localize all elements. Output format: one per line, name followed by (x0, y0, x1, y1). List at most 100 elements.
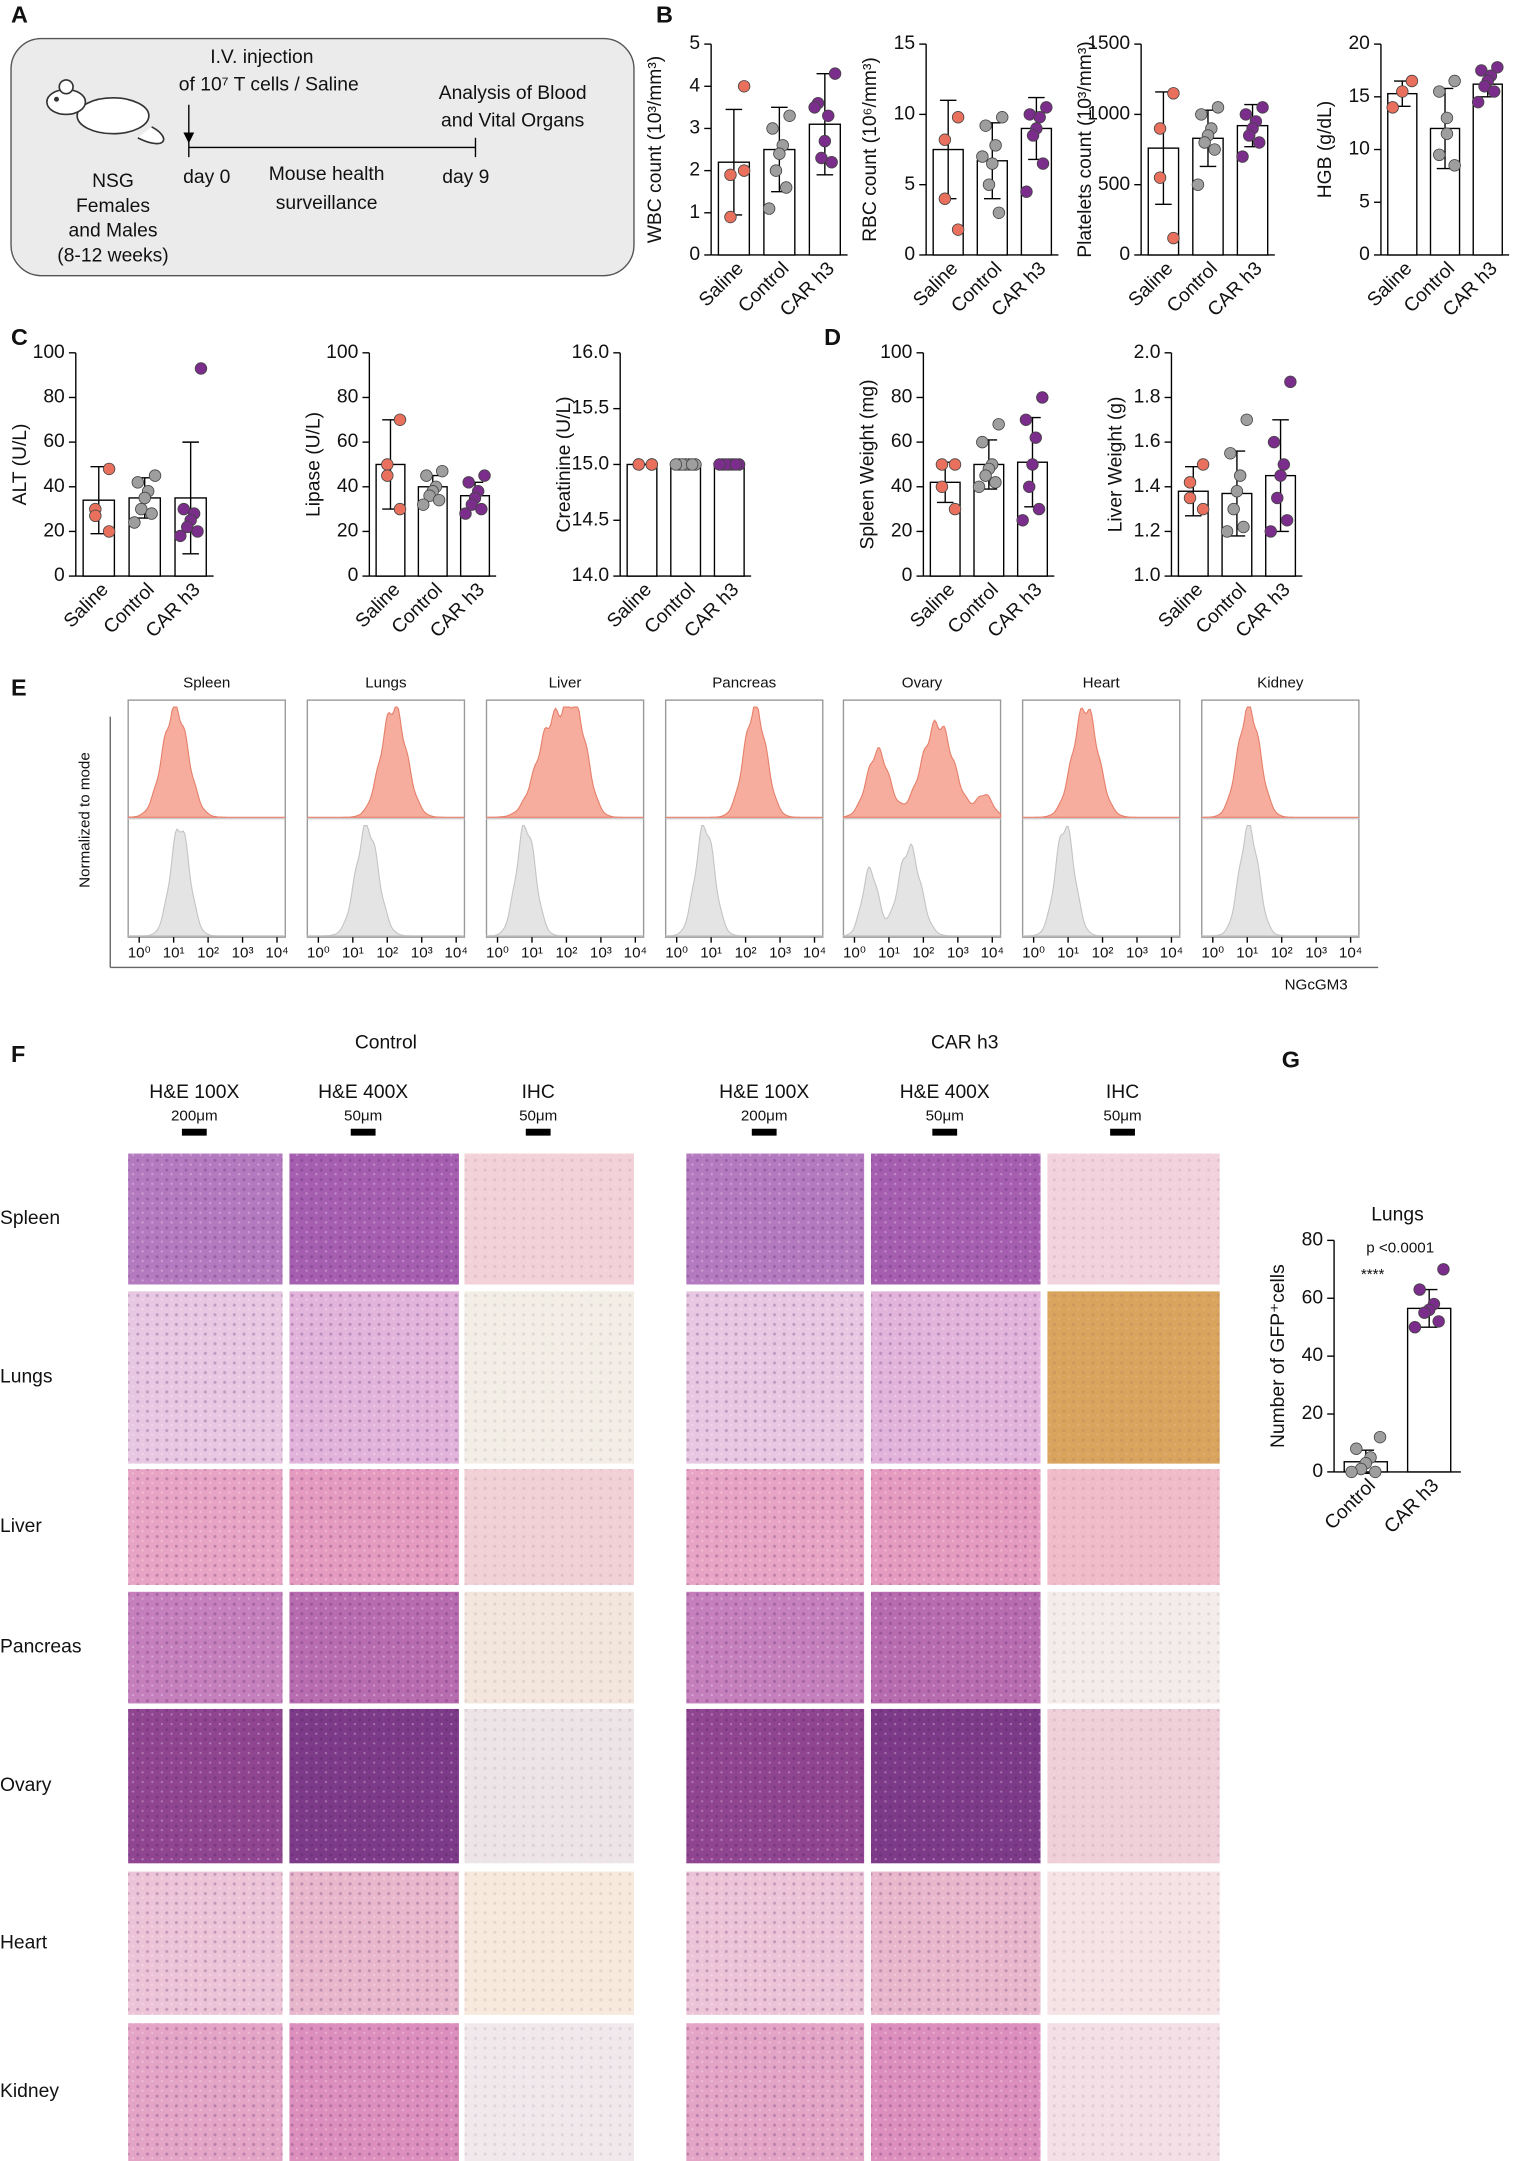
data-point (1033, 111, 1046, 124)
data-point (1408, 1320, 1422, 1334)
y-axis-label: WBC count (10³/mm³) (645, 56, 666, 243)
schematic-text: NSG (92, 171, 134, 192)
data-point (1418, 1306, 1431, 1319)
data-point (724, 168, 737, 182)
scale-label: 200μm (171, 1107, 218, 1124)
y-tick-label: 15.0 (572, 454, 610, 475)
histology-texture (464, 1708, 634, 1864)
data-point (1478, 80, 1491, 93)
data-point (992, 206, 1006, 219)
histology-texture (128, 1708, 283, 1864)
schematic-text: I.V. injection (210, 47, 313, 68)
data-point (1242, 129, 1256, 142)
y-tick-label: 1500 (1087, 33, 1130, 54)
data-point (769, 164, 783, 177)
data-point (420, 469, 433, 482)
data-point (436, 464, 449, 478)
histology-texture (1047, 1291, 1220, 1464)
histology-texture (1047, 1871, 1220, 2015)
y-tick-label: 20 (1348, 33, 1369, 54)
data-point (1432, 1315, 1445, 1328)
histology-texture (289, 1153, 459, 1285)
y-tick-label: 500 (1098, 174, 1130, 195)
data-point (1183, 491, 1197, 505)
y-tick-label: 40 (1302, 1345, 1323, 1366)
data-point (1274, 469, 1287, 482)
x-tick-label: 10⁰ (1022, 945, 1045, 962)
data-point (729, 458, 743, 471)
data-point (979, 469, 992, 482)
histology-texture (289, 1469, 459, 1585)
data-point (1036, 157, 1050, 170)
y-tick-label: 1000 (1087, 103, 1130, 124)
data-point (645, 458, 659, 471)
x-tick-label: 10¹ (1236, 945, 1258, 962)
histology-texture (128, 1153, 283, 1285)
data-point (1020, 185, 1033, 198)
histology-texture (128, 2023, 283, 2161)
data-point (194, 362, 208, 375)
flow-x-label: NGcGM3 (1285, 976, 1348, 993)
x-tick-label: 10³ (769, 945, 791, 962)
scale-label: 200μm (741, 1107, 788, 1124)
scale-bar (932, 1128, 958, 1136)
data-point (972, 480, 986, 493)
row-label: Heart (0, 1932, 48, 1953)
data-point (948, 502, 962, 516)
bar (626, 463, 658, 577)
y-tick-label: 40 (43, 476, 64, 497)
y-axis-label: Number of GFP⁺cells (1268, 1264, 1289, 1448)
panel-label: D (824, 324, 841, 350)
data-point (1240, 413, 1253, 427)
data-point (1196, 502, 1210, 516)
x-tick-label: 10² (555, 945, 577, 962)
column-label: H&E 400X (318, 1082, 408, 1103)
annotation: p <0.0001 (1366, 1240, 1434, 1257)
histogram (665, 824, 823, 937)
x-tick-label: 10⁴ (265, 945, 288, 962)
data-point (1198, 136, 1211, 149)
data-point (138, 491, 151, 505)
x-tick-label: 10³ (1126, 945, 1148, 962)
x-tick-label: 10² (1271, 945, 1293, 962)
y-tick-label: 100 (880, 342, 912, 363)
scale-bar (350, 1128, 376, 1136)
data-point (1280, 514, 1294, 527)
data-point (459, 507, 472, 520)
data-point (1183, 476, 1197, 489)
histogram-title: Kidney (1257, 675, 1304, 692)
scale-label: 50μm (926, 1107, 964, 1124)
scale-bar (1110, 1128, 1135, 1136)
data-point (1491, 61, 1504, 74)
y-tick-label: 15.5 (572, 398, 610, 419)
data-point (1253, 136, 1266, 149)
histology-texture (128, 1591, 283, 1704)
histogram (842, 719, 1002, 818)
histogram (307, 824, 465, 937)
histology-texture (871, 1871, 1041, 2015)
data-point (1277, 458, 1291, 471)
data-point (432, 493, 446, 507)
data-point (174, 529, 187, 543)
histogram (485, 824, 644, 937)
scale-bar (181, 1128, 207, 1136)
data-point (1026, 129, 1040, 142)
x-tick-label: 10³ (411, 945, 433, 962)
data-point (393, 413, 407, 427)
column-label: H&E 100X (719, 1082, 809, 1103)
y-axis-label: Creatinine (U/L) (554, 396, 575, 532)
data-point (1271, 491, 1284, 505)
data-point (1040, 101, 1053, 114)
y-tick-label: 5 (904, 174, 915, 195)
y-tick-label: 0 (902, 565, 913, 586)
data-point (1233, 469, 1247, 482)
data-point (89, 509, 102, 523)
data-point (1208, 143, 1221, 156)
data-point (1369, 1465, 1382, 1479)
data-point (1440, 127, 1454, 140)
y-tick-label: 60 (337, 431, 358, 452)
x-tick-label: 10¹ (342, 945, 364, 962)
data-point (808, 101, 821, 114)
x-tick-label: 10¹ (878, 945, 900, 962)
histogram-title: Spleen (183, 675, 230, 692)
